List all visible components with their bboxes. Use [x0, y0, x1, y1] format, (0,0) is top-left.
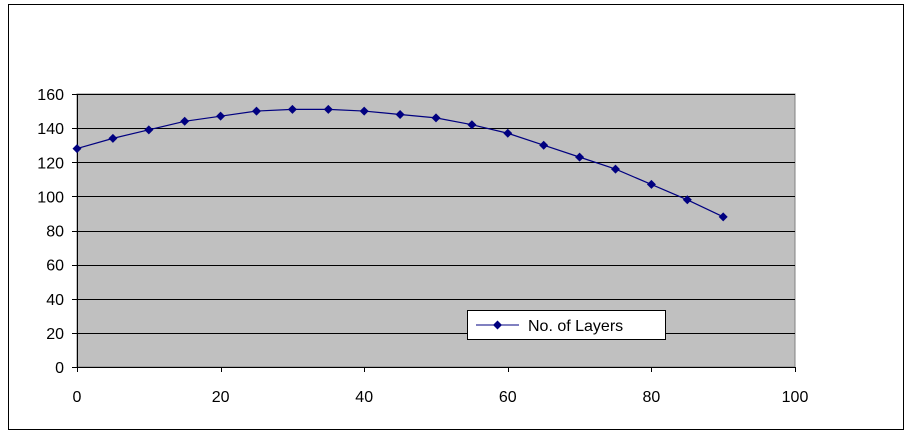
data-point-marker [323, 104, 333, 114]
y-tick-label: 80 [46, 224, 64, 241]
data-point-marker [395, 109, 405, 119]
data-point-marker [108, 133, 118, 143]
y-tick-label: 20 [46, 326, 64, 343]
data-point-marker [180, 116, 190, 126]
plot-area [76, 93, 796, 368]
y-tick-label: 0 [55, 360, 64, 377]
y-tick-label: 120 [37, 155, 64, 172]
data-point-marker [682, 195, 692, 205]
y-tick-label: 40 [46, 292, 64, 309]
y-tick-label: 140 [37, 121, 64, 138]
data-point-marker [611, 164, 620, 174]
legend-diamond-marker [493, 320, 502, 330]
data-point-marker [467, 120, 477, 130]
series-layer [72, 104, 728, 222]
x-tick-label: 20 [212, 389, 230, 406]
x-tick-label: 80 [643, 389, 661, 406]
x-tick-label: 0 [73, 389, 82, 406]
axes [72, 94, 796, 372]
legend: No. of Layers [467, 310, 666, 340]
data-point-marker [503, 128, 513, 138]
data-point-marker [72, 144, 82, 154]
gridlines [77, 94, 795, 334]
y-tick-label: 100 [37, 189, 64, 206]
data-point-marker [431, 113, 441, 123]
data-point-marker [718, 212, 728, 222]
x-axis-tick-labels: 0 20 40 60 80 100 [73, 389, 809, 406]
y-axis-tick-labels: 0 20 40 60 80 100 120 140 160 [37, 87, 64, 377]
data-point-marker [359, 106, 369, 116]
data-point-marker [575, 152, 585, 162]
data-point-marker [646, 179, 656, 189]
x-tick-label: 40 [355, 389, 373, 406]
data-point-marker [216, 111, 226, 121]
legend-label: No. of Layers [528, 318, 623, 335]
data-point-marker [252, 106, 261, 116]
x-tick-label: 100 [782, 389, 809, 406]
y-tick-label: 160 [37, 87, 64, 104]
y-tick-label: 60 [46, 258, 64, 275]
x-tick-label: 60 [499, 389, 517, 406]
data-point-marker [539, 140, 549, 150]
data-point-marker [144, 125, 154, 135]
data-point-marker [287, 104, 297, 114]
